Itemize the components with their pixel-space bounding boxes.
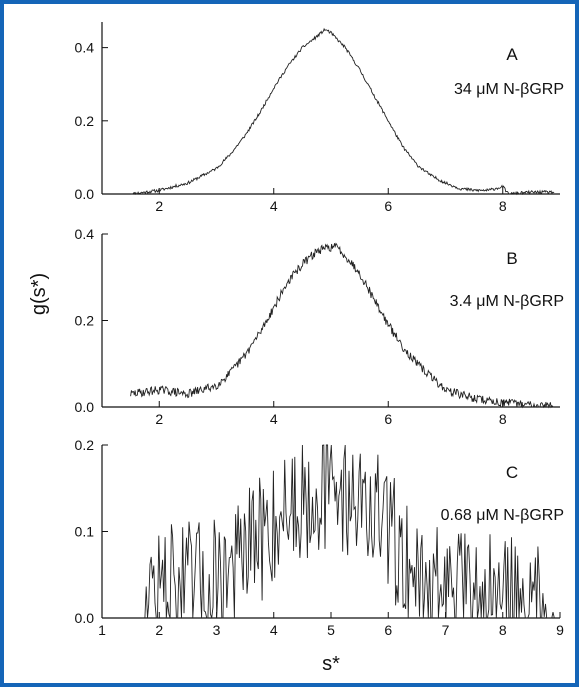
y-tick-label: 0.1: [75, 524, 95, 540]
x-tick-label: 6: [384, 198, 392, 214]
series-line: [144, 444, 555, 619]
x-tick-label: 8: [499, 622, 507, 638]
x-tick-label: 6: [384, 622, 392, 638]
x-tick-label: 5: [327, 622, 335, 638]
series-line: [130, 27, 555, 196]
panel-a: 0.0 0.2 0.4 2 4 6 8 A 34 μM N-βGRP: [75, 22, 564, 214]
y-tick-label: 0.4: [75, 40, 95, 56]
concentration-label: 0.68 μM N-βGRP: [441, 507, 564, 524]
x-tick-label: 7: [442, 622, 450, 638]
x-tick-label: 4: [270, 622, 278, 638]
x-tick-label: 9: [556, 622, 564, 638]
y-tick-label: 0.0: [75, 610, 95, 626]
y-tick-label: 0.0: [75, 186, 95, 202]
y-tick-label: 0.2: [75, 437, 95, 453]
panel-letter: A: [506, 45, 518, 64]
y-tick-label: 0.2: [75, 313, 95, 329]
panel-c: 0.0 0.1 0.2 1 2 3 4 5 6 7 8 9 C 0.68 μM N-βGRP: [75, 437, 565, 638]
series-line: [130, 242, 555, 409]
y-tick-label: 0.0: [75, 399, 95, 415]
y-tick-label: 0.4: [75, 226, 95, 242]
panels-group: 0.0 0.2 0.4 2 4 6 8 A 34 μM N-βGRP 0.0 0.2 0.4 2 4 6 8 B…: [75, 22, 565, 638]
panel-b: 0.0 0.2 0.4 2 4 6 8 B 3.4 μM N-βGRP: [75, 226, 564, 427]
sedimentation-figure: 0.0 0.2 0.4 2 4 6 8 A 34 μM N-βGRP 0.0 0.2 0.4 2 4 6 8 B…: [28, 22, 565, 675]
x-tick-label: 8: [499, 198, 507, 214]
x-tick-label: 2: [155, 622, 163, 638]
x-tick-label: 2: [155, 198, 163, 214]
concentration-label: 3.4 μM N-βGRP: [450, 293, 564, 310]
concentration-label: 34 μM N-βGRP: [454, 81, 564, 98]
x-tick-label: 3: [213, 622, 221, 638]
x-tick-label: 4: [270, 411, 278, 427]
x-tick-label: 1: [98, 622, 106, 638]
x-axis-title: s*: [322, 653, 340, 675]
y-axis-title: g(s*): [28, 273, 50, 315]
x-tick-label: 2: [155, 411, 163, 427]
x-tick-label: 4: [270, 198, 278, 214]
panel-letter: B: [506, 249, 517, 268]
y-tick-label: 0.2: [75, 113, 95, 129]
panel-letter: C: [506, 463, 518, 482]
x-tick-label: 8: [499, 411, 507, 427]
x-tick-label: 6: [384, 411, 392, 427]
